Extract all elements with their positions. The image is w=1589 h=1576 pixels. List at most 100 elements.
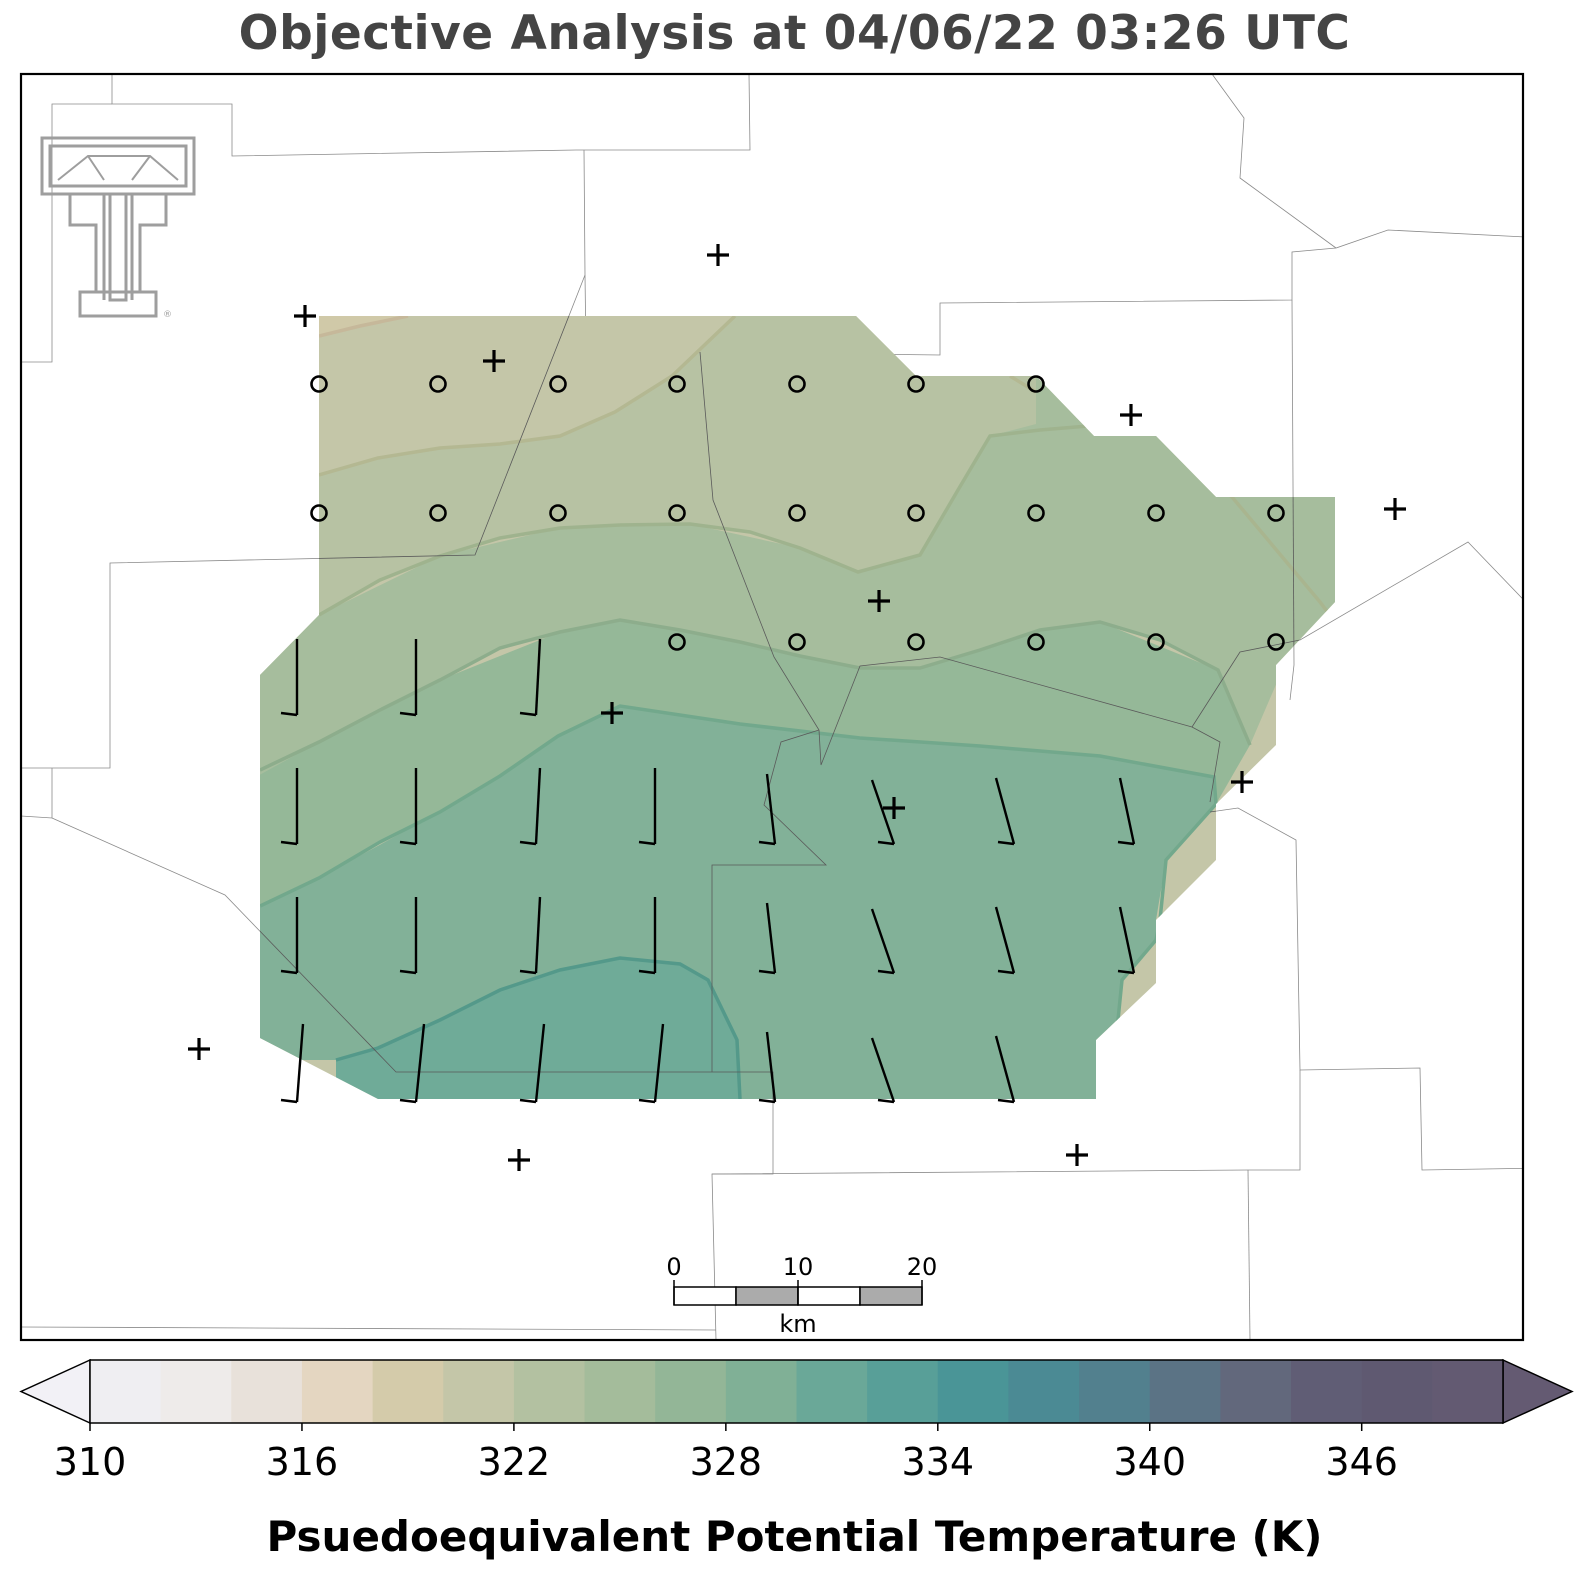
- calm-wind-circle: [549, 375, 567, 393]
- station-marker: [1066, 1144, 1088, 1166]
- wind-barb: [280, 1023, 305, 1104]
- wind-barb: [870, 908, 896, 975]
- station-marker: [188, 1038, 210, 1060]
- calm-wind-circle: [788, 375, 806, 393]
- wind-barb: [280, 768, 299, 846]
- wind-barb: [519, 767, 542, 846]
- colorbar-tick-label: 310: [54, 1440, 127, 1484]
- wind-barb: [1117, 777, 1136, 846]
- station-marker: [707, 244, 729, 266]
- colorbar-swatch: [231, 1360, 303, 1423]
- calm-wind-circle: [788, 633, 806, 651]
- map-frame: [19, 72, 1525, 1342]
- colorbar-swatch: [725, 1360, 797, 1423]
- scale-label-20: 20: [907, 1253, 938, 1281]
- calm-wind-circle: [1267, 633, 1285, 651]
- colorbar-swatch: [584, 1360, 656, 1423]
- station-marker: [601, 702, 623, 724]
- wind-barb: [638, 768, 657, 846]
- calm-wind-circle: [1027, 375, 1045, 393]
- colorbar-swatch: [372, 1360, 444, 1423]
- calm-wind-circle: [1147, 504, 1165, 522]
- colorbar-swatch: [867, 1360, 939, 1423]
- calm-wind-circle: [429, 375, 447, 393]
- scale-label-10: 10: [783, 1253, 814, 1281]
- calm-wind-circle: [1027, 633, 1045, 651]
- colorbar-swatch: [443, 1360, 515, 1423]
- wind-barb: [870, 779, 896, 846]
- calm-wind-circle: [1267, 504, 1285, 522]
- calm-wind-circle: [1027, 504, 1045, 522]
- colorbar-swatch: [655, 1360, 727, 1423]
- wind-barb: [519, 896, 542, 975]
- wind-barb: [994, 777, 1016, 846]
- colorbar-over-arrow: [1502, 1358, 1574, 1425]
- wind-barbs: [280, 638, 1136, 1104]
- wind-barb: [758, 1031, 777, 1104]
- wind-barb: [994, 906, 1016, 975]
- wind-barb: [399, 768, 418, 846]
- wind-barb: [758, 902, 777, 975]
- wind-barb: [870, 1037, 896, 1104]
- station-marker: [294, 305, 316, 327]
- station-marker: [883, 797, 905, 819]
- station-marker: [1384, 498, 1406, 520]
- colorbar-swatch: [796, 1360, 868, 1423]
- colorbar-tick-label: 340: [1113, 1440, 1186, 1484]
- logo-registered-mark: ®: [163, 310, 172, 320]
- colorbar-swatch: [1079, 1360, 1151, 1423]
- wind-barb: [638, 1023, 665, 1104]
- colorbar-label: Psuedoequivalent Potential Temperature (…: [266, 1512, 1323, 1561]
- calm-wind-circle: [668, 633, 686, 651]
- calm-wind-circles: [310, 375, 1285, 651]
- colorbar-tick-label: 334: [902, 1440, 975, 1484]
- colorbar-swatch: [1008, 1360, 1080, 1423]
- station-marker: [868, 590, 890, 612]
- calm-wind-circle: [907, 633, 925, 651]
- wind-barb: [280, 639, 299, 717]
- colorbar-under-arrow: [19, 1358, 91, 1425]
- station-marker: [508, 1149, 530, 1171]
- scale-unit: km: [779, 1310, 816, 1338]
- colorbar-swatch: [513, 1360, 586, 1423]
- colorbar-tick-label: 328: [690, 1440, 763, 1484]
- station-marker: [1120, 404, 1142, 426]
- colorbar-swatch: [1149, 1360, 1221, 1423]
- texas-tech-logo: ®: [40, 136, 196, 320]
- map-title: Objective Analysis at 04/06/22 03:26 UTC: [238, 6, 1351, 61]
- wind-barb: [519, 1023, 546, 1104]
- scale-label-0: 0: [666, 1253, 681, 1281]
- colorbar-swatch: [90, 1360, 162, 1423]
- colorbar-tick-label: 316: [266, 1440, 339, 1484]
- calm-wind-circle: [668, 375, 686, 393]
- wind-barb: [399, 639, 418, 717]
- wind-barb: [280, 897, 299, 975]
- wind-barb: [399, 897, 418, 975]
- station-markers: [188, 244, 1406, 1171]
- wind-barb: [994, 1035, 1016, 1104]
- wind-barb: [1117, 906, 1136, 975]
- calm-wind-circle: [907, 375, 925, 393]
- colorbar-swatch: [1432, 1360, 1504, 1423]
- colorbar-swatch: [301, 1360, 374, 1423]
- wind-barb: [758, 773, 777, 846]
- colorbar-tick-label: 322: [478, 1440, 551, 1484]
- colorbar-swatch: [1361, 1360, 1433, 1423]
- calm-wind-circle: [310, 375, 328, 393]
- theta-e-analysis-field: [260, 316, 1335, 1099]
- colorbar-swatch: [1291, 1360, 1363, 1423]
- calm-wind-circle: [668, 504, 686, 522]
- calm-wind-circle: [788, 504, 806, 522]
- station-marker: [483, 350, 505, 372]
- calm-wind-circle: [429, 504, 447, 522]
- colorbar-swatch: [1220, 1360, 1292, 1423]
- wind-barb: [638, 897, 657, 975]
- colorbar-tick-labels: 310 316 322 328 334 340 346: [54, 1423, 1398, 1484]
- colorbar: [19, 1358, 1574, 1425]
- station-marker: [1231, 771, 1253, 793]
- scale-bar: 0 10 20 km: [666, 1253, 937, 1338]
- calm-wind-circle: [907, 504, 925, 522]
- colorbar-tick-label: 346: [1325, 1440, 1398, 1484]
- calm-wind-circle: [310, 504, 328, 522]
